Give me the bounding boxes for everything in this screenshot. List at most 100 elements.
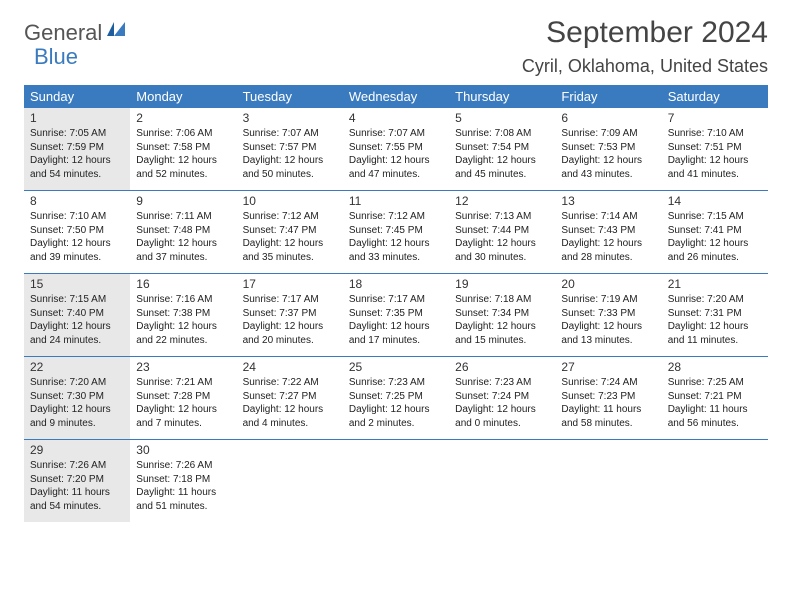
sunset-line: Sunset: 7:48 PM (136, 224, 230, 238)
day-cell: 28 Sunrise: 7:25 AMSunset: 7:21 PMDayligh… (662, 357, 768, 439)
day-cell: 23Sunrise: 7:21 AMSunset: 7:28 PMDayligh… (130, 357, 236, 439)
sunset-line: Sunset: 7:54 PM (455, 141, 549, 155)
sunrise-line: Sunrise: 7:23 AM (455, 376, 549, 390)
sunset-line: Sunset: 7:37 PM (243, 307, 337, 321)
day-cell: 1Sunrise: 7:05 AMSunset: 7:59 PMDaylight… (24, 108, 130, 190)
location: Cyril, Oklahoma, United States (522, 56, 768, 77)
empty-cell (343, 440, 449, 522)
week-row: 29Sunrise: 7:26 AMSunset: 7:20 PMDayligh… (24, 439, 768, 522)
day-cell: 27Sunrise: 7:24 AMSunset: 7:23 PMDayligh… (555, 357, 661, 439)
sunrise-line: Sunrise: 7:22 AM (243, 376, 337, 390)
day-cell: 22Sunrise: 7:20 AMSunset: 7:30 PMDayligh… (24, 357, 130, 439)
day-cell: 7Sunrise: 7:10 AMSunset: 7:51 PMDaylight… (662, 108, 768, 190)
day-cell: 20Sunrise: 7:19 AMSunset: 7:33 PMDayligh… (555, 274, 661, 356)
day-cell: 15Sunrise: 7:15 AMSunset: 7:40 PMDayligh… (24, 274, 130, 356)
daylight-line: Daylight: 12 hours and 7 minutes. (136, 403, 230, 430)
daylight-line: Daylight: 12 hours and 50 minutes. (243, 154, 337, 181)
day-number: 3 (243, 111, 337, 125)
sunrise-line: Sunrise: 7:09 AM (561, 127, 655, 141)
sunset-line: Sunset: 7:50 PM (30, 224, 124, 238)
day-cell: 29Sunrise: 7:26 AMSunset: 7:20 PMDayligh… (24, 440, 130, 522)
day-number: 28 (668, 360, 762, 374)
day-number: 13 (561, 194, 655, 208)
day-number: 30 (136, 443, 230, 457)
day-of-week-header: Friday (555, 85, 661, 108)
daylight-line: Daylight: 12 hours and 33 minutes. (349, 237, 443, 264)
sunset-line: Sunset: 7:25 PM (349, 390, 443, 404)
sunrise-line: Sunrise: 7:14 AM (561, 210, 655, 224)
sunrise-line: Sunrise: 7:11 AM (136, 210, 230, 224)
sunrise-line: Sunrise: 7:25 AM (668, 376, 762, 390)
sunset-line: Sunset: 7:21 PM (668, 390, 762, 404)
sunset-line: Sunset: 7:44 PM (455, 224, 549, 238)
week-row: 15Sunrise: 7:15 AMSunset: 7:40 PMDayligh… (24, 273, 768, 356)
sunrise-line: Sunrise: 7:10 AM (30, 210, 124, 224)
day-number: 12 (455, 194, 549, 208)
daylight-line: Daylight: 12 hours and 35 minutes. (243, 237, 337, 264)
daylight-line: Daylight: 12 hours and 41 minutes. (668, 154, 762, 181)
sunset-line: Sunset: 7:55 PM (349, 141, 443, 155)
day-cell: 24Sunrise: 7:22 AMSunset: 7:27 PMDayligh… (237, 357, 343, 439)
empty-cell (237, 440, 343, 522)
day-number: 2 (136, 111, 230, 125)
daylight-line: Daylight: 12 hours and 11 minutes. (668, 320, 762, 347)
day-cell: 17Sunrise: 7:17 AMSunset: 7:37 PMDayligh… (237, 274, 343, 356)
sunset-line: Sunset: 7:24 PM (455, 390, 549, 404)
sunset-line: Sunset: 7:40 PM (30, 307, 124, 321)
day-number: 11 (349, 194, 443, 208)
daylight-line: Daylight: 12 hours and 22 minutes. (136, 320, 230, 347)
daylight-line: Daylight: 11 hours and 58 minutes. (561, 403, 655, 430)
day-number: 6 (561, 111, 655, 125)
calendar: SundayMondayTuesdayWednesdayThursdayFrid… (24, 85, 768, 522)
day-cell: 6 Sunrise: 7:09 AMSunset: 7:53 PMDaylight… (555, 108, 661, 190)
day-cell: 9Sunrise: 7:11 AMSunset: 7:48 PMDaylight… (130, 191, 236, 273)
daylight-line: Daylight: 12 hours and 39 minutes. (30, 237, 124, 264)
sunrise-line: Sunrise: 7:16 AM (136, 293, 230, 307)
daylight-line: Daylight: 11 hours and 56 minutes. (668, 403, 762, 430)
day-of-week-header: Monday (130, 85, 236, 108)
day-number: 20 (561, 277, 655, 291)
daylight-line: Daylight: 12 hours and 43 minutes. (561, 154, 655, 181)
sunrise-line: Sunrise: 7:07 AM (243, 127, 337, 141)
day-number: 9 (136, 194, 230, 208)
day-number: 8 (30, 194, 124, 208)
daylight-line: Daylight: 12 hours and 52 minutes. (136, 154, 230, 181)
sunset-line: Sunset: 7:35 PM (349, 307, 443, 321)
daylight-line: Daylight: 12 hours and 2 minutes. (349, 403, 443, 430)
day-number: 22 (30, 360, 124, 374)
title-block: September 2024 Cyril, Oklahoma, United S… (522, 16, 768, 77)
sunrise-line: Sunrise: 7:23 AM (349, 376, 443, 390)
sunrise-line: Sunrise: 7:20 AM (668, 293, 762, 307)
sunrise-line: Sunrise: 7:15 AM (30, 293, 124, 307)
day-cell: 12 Sunrise: 7:13 AMSunset: 7:44 PMDayligh… (449, 191, 555, 273)
sunrise-line: Sunrise: 7:13 AM (455, 210, 549, 224)
day-cell: 11Sunrise: 7:12 AMSunset: 7:45 PMDayligh… (343, 191, 449, 273)
day-cell: 16Sunrise: 7:16 AMSunset: 7:38 PMDayligh… (130, 274, 236, 356)
day-number: 25 (349, 360, 443, 374)
sunrise-line: Sunrise: 7:12 AM (243, 210, 337, 224)
daylight-line: Daylight: 12 hours and 30 minutes. (455, 237, 549, 264)
day-number: 19 (455, 277, 549, 291)
sunrise-line: Sunrise: 7:26 AM (30, 459, 124, 473)
daylight-line: Daylight: 11 hours and 54 minutes. (30, 486, 124, 513)
logo-flag-icon (107, 22, 125, 36)
sunrise-line: Sunrise: 7:08 AM (455, 127, 549, 141)
sunrise-line: Sunrise: 7:10 AM (668, 127, 762, 141)
week-row: 8Sunrise: 7:10 AMSunset: 7:50 PMDaylight… (24, 190, 768, 273)
day-cell: 8 Sunrise: 7:10 AMSunset: 7:50 PMDaylight… (24, 191, 130, 273)
day-cell: 2Sunrise: 7:06 AMSunset: 7:58 PMDaylight… (130, 108, 236, 190)
day-number: 26 (455, 360, 549, 374)
daylight-line: Daylight: 12 hours and 28 minutes. (561, 237, 655, 264)
day-of-week-header: Thursday (449, 85, 555, 108)
day-number: 7 (668, 111, 762, 125)
sunset-line: Sunset: 7:20 PM (30, 473, 124, 487)
daylight-line: Daylight: 12 hours and 47 minutes. (349, 154, 443, 181)
empty-cell (662, 440, 768, 522)
day-of-week-row: SundayMondayTuesdayWednesdayThursdayFrid… (24, 85, 768, 108)
day-number: 17 (243, 277, 337, 291)
sunset-line: Sunset: 7:47 PM (243, 224, 337, 238)
day-of-week-header: Sunday (24, 85, 130, 108)
day-cell: 26Sunrise: 7:23 AMSunset: 7:24 PMDayligh… (449, 357, 555, 439)
day-number: 4 (349, 111, 443, 125)
sunset-line: Sunset: 7:53 PM (561, 141, 655, 155)
